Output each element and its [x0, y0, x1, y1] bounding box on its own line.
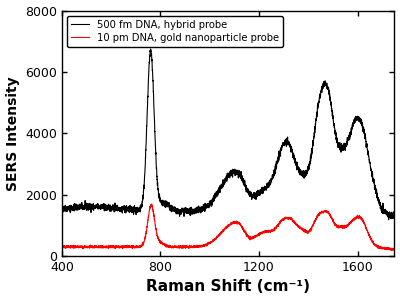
500 fm DNA, hybrid probe [148, 47, 153, 51]
10 pm DNA, gold nanoparticle probe [386, 247, 390, 250]
500 fm DNA, hybrid probe [350, 125, 355, 128]
500 fm DNA, hybrid probe [98, 205, 102, 208]
X-axis label: Raman Shift (cm⁻¹): Raman Shift (cm⁻¹) [146, 279, 310, 294]
500 fm DNA, hybrid probe [187, 213, 192, 217]
Line: 500 fm DNA, hybrid probe: 500 fm DNA, hybrid probe [62, 49, 394, 220]
500 fm DNA, hybrid probe [117, 210, 122, 213]
500 fm DNA, hybrid probe [386, 218, 391, 221]
10 pm DNA, gold nanoparticle probe [60, 246, 64, 249]
500 fm DNA, hybrid probe [60, 206, 64, 210]
500 fm DNA, hybrid probe [386, 213, 390, 217]
500 fm DNA, hybrid probe [392, 214, 397, 218]
Legend: 500 fm DNA, hybrid probe, 10 pm DNA, gold nanoparticle probe: 500 fm DNA, hybrid probe, 10 pm DNA, gol… [67, 16, 283, 46]
500 fm DNA, hybrid probe [202, 207, 206, 210]
10 pm DNA, gold nanoparticle probe [350, 218, 355, 222]
10 pm DNA, gold nanoparticle probe [149, 202, 154, 206]
10 pm DNA, gold nanoparticle probe [202, 244, 206, 247]
Line: 10 pm DNA, gold nanoparticle probe: 10 pm DNA, gold nanoparticle probe [62, 204, 394, 250]
10 pm DNA, gold nanoparticle probe [187, 243, 192, 247]
10 pm DNA, gold nanoparticle probe [98, 244, 102, 248]
Y-axis label: SERS Intensity: SERS Intensity [6, 76, 20, 190]
10 pm DNA, gold nanoparticle probe [392, 248, 397, 252]
10 pm DNA, gold nanoparticle probe [117, 246, 122, 250]
